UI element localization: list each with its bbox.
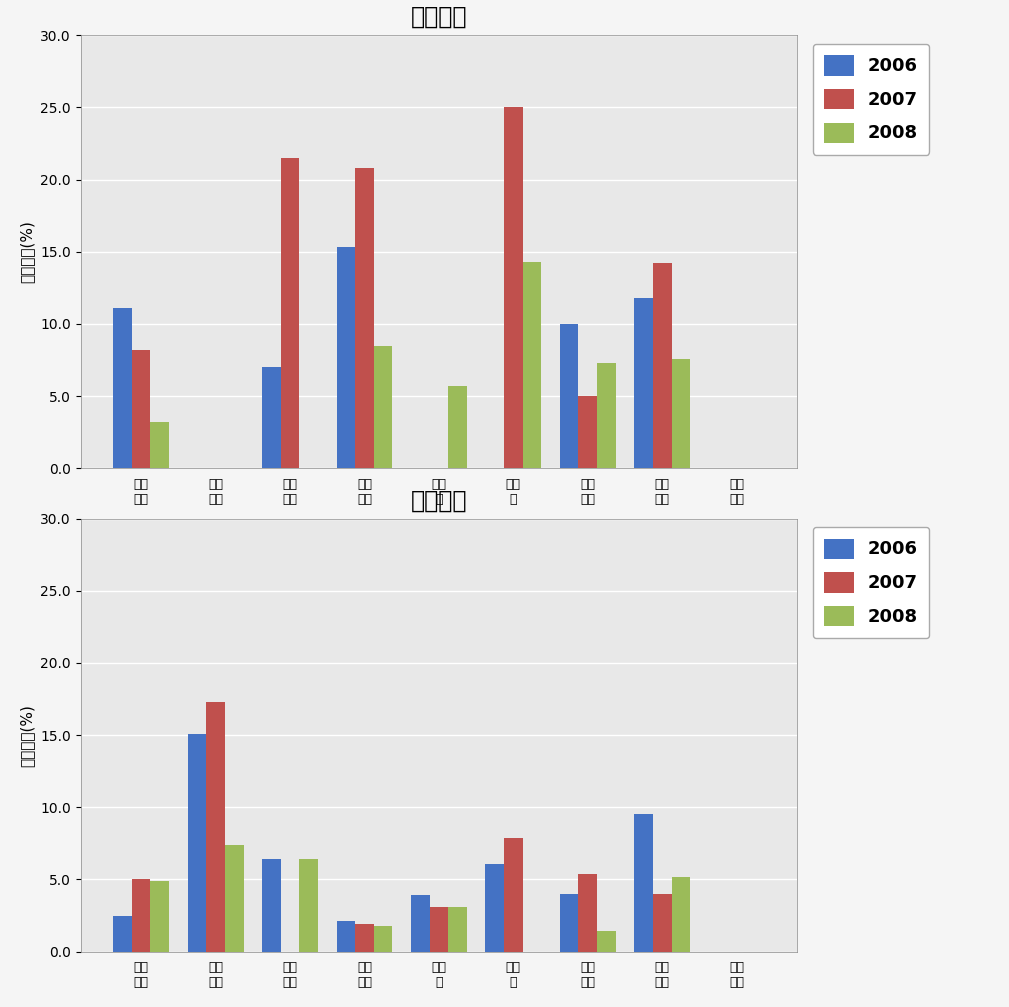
Y-axis label: 기준미달(%): 기준미달(%): [20, 221, 34, 283]
Bar: [373, 345, 393, 468]
Bar: [206, 702, 225, 952]
Bar: [672, 358, 690, 468]
Bar: [262, 859, 281, 952]
Bar: [132, 879, 150, 952]
Bar: [113, 308, 132, 468]
Bar: [578, 396, 597, 468]
Bar: [150, 881, 170, 952]
Bar: [523, 262, 541, 468]
Y-axis label: 기준미달(%): 기준미달(%): [20, 704, 34, 766]
Title: 그린튀비: 그린튀비: [411, 5, 467, 29]
Bar: [560, 324, 578, 468]
Bar: [355, 924, 373, 952]
Bar: [132, 349, 150, 468]
Bar: [635, 815, 653, 952]
Bar: [485, 864, 504, 952]
Legend: 2006, 2007, 2008: 2006, 2007, 2008: [812, 527, 929, 638]
Bar: [281, 158, 300, 468]
Bar: [672, 876, 690, 952]
Bar: [262, 368, 281, 468]
Bar: [373, 925, 393, 952]
Bar: [113, 915, 132, 952]
Bar: [653, 894, 672, 952]
Bar: [448, 386, 467, 468]
Bar: [504, 838, 523, 952]
Bar: [578, 874, 597, 952]
Bar: [337, 921, 355, 952]
Bar: [150, 422, 170, 468]
Bar: [448, 907, 467, 952]
Bar: [597, 363, 615, 468]
Bar: [225, 845, 243, 952]
Bar: [300, 859, 318, 952]
Bar: [337, 248, 355, 468]
Bar: [430, 907, 448, 952]
Bar: [560, 894, 578, 952]
Legend: 2006, 2007, 2008: 2006, 2007, 2008: [812, 43, 929, 155]
Bar: [504, 108, 523, 468]
Bar: [635, 298, 653, 468]
Bar: [653, 263, 672, 468]
Bar: [188, 734, 206, 952]
Bar: [355, 168, 373, 468]
Bar: [597, 931, 615, 952]
Title: 보통튀비: 보통튀비: [411, 488, 467, 513]
Bar: [411, 895, 430, 952]
